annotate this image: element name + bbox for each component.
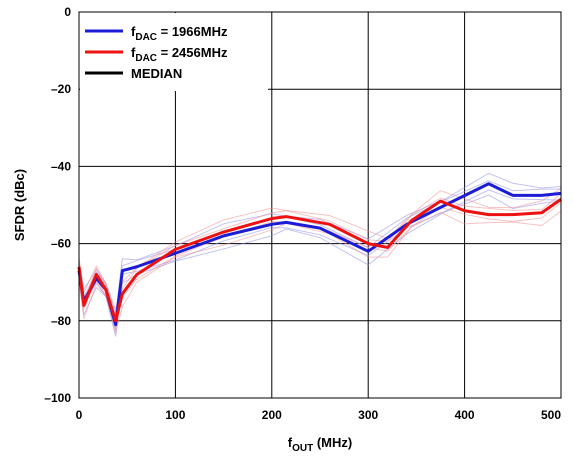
- x-axis-label-sub: OUT: [292, 443, 313, 454]
- legend-label-1966: fDAC = 1966MHz: [131, 24, 228, 43]
- y-tick--20: –20: [51, 82, 71, 96]
- y-tick--40: –40: [51, 159, 71, 173]
- trace-1-3: [78, 187, 562, 312]
- y-tick--80: –80: [51, 314, 71, 328]
- y-tick-labels: 0 –20 –40 –60 –80 –100: [44, 5, 71, 405]
- x-tick-500: 500: [541, 408, 561, 422]
- y-tick--60: –60: [51, 237, 71, 251]
- x-tick-0: 0: [76, 408, 83, 422]
- y-tick-0: 0: [64, 5, 71, 19]
- y-tick--100: –100: [44, 391, 71, 405]
- legend-label-2456: fDAC = 2456MHz: [131, 45, 228, 64]
- x-tick-300: 300: [358, 408, 378, 422]
- x-tick-100: 100: [165, 408, 185, 422]
- y-axis-label: SFDR (dBc): [12, 169, 27, 241]
- plot-border: [78, 11, 562, 399]
- x-axis-label-main: f: [288, 435, 293, 450]
- legend: fDAC = 1966MHz fDAC = 2456MHz MEDIAN: [80, 13, 268, 91]
- x-tick-labels: 0 100 200 300 400 500: [76, 408, 562, 422]
- x-axis-label-unit: (MHz): [313, 435, 352, 450]
- x-tick-400: 400: [455, 408, 475, 422]
- series-line-1: [77, 197, 562, 323]
- series-lines: [77, 182, 562, 327]
- x-tick-200: 200: [262, 408, 282, 422]
- x-axis-label: fOUT (MHz): [288, 435, 352, 454]
- legend-label-median: MEDIAN: [131, 66, 182, 81]
